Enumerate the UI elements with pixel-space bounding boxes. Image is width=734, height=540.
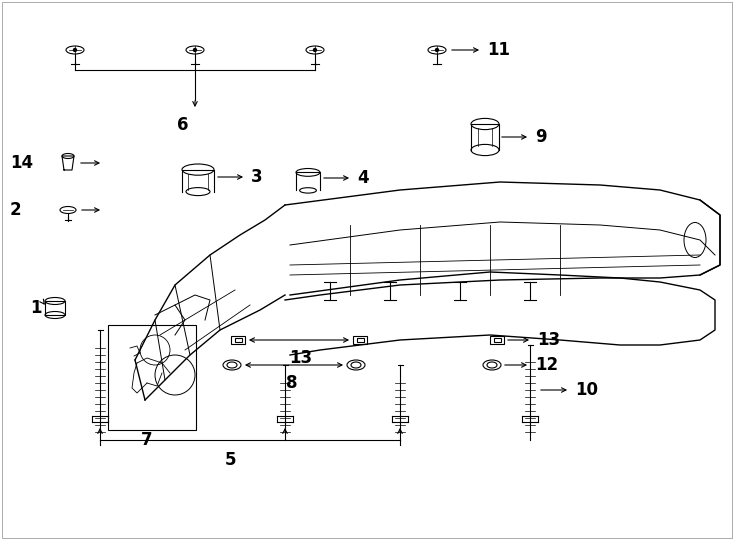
Text: 12: 12 xyxy=(535,356,558,374)
Circle shape xyxy=(73,49,76,51)
Text: 4: 4 xyxy=(357,169,368,187)
Text: 5: 5 xyxy=(225,451,236,469)
Text: 11: 11 xyxy=(487,41,510,59)
Bar xyxy=(234,338,241,342)
Text: 14: 14 xyxy=(10,154,33,172)
Bar xyxy=(231,336,245,344)
Text: 8: 8 xyxy=(286,374,297,392)
Text: 13: 13 xyxy=(289,349,312,367)
Bar xyxy=(357,338,363,342)
Bar xyxy=(108,325,196,430)
Text: 3: 3 xyxy=(251,168,263,186)
Bar xyxy=(490,336,504,344)
Text: 2: 2 xyxy=(10,201,21,219)
Bar xyxy=(493,338,501,342)
Circle shape xyxy=(435,49,438,51)
Bar xyxy=(45,301,65,315)
Text: 10: 10 xyxy=(575,381,598,399)
Bar xyxy=(353,336,367,344)
Text: 1: 1 xyxy=(30,299,42,317)
Text: 6: 6 xyxy=(177,116,189,134)
Text: 9: 9 xyxy=(535,128,547,146)
Text: 7: 7 xyxy=(141,431,153,449)
Circle shape xyxy=(194,49,197,51)
Circle shape xyxy=(313,49,316,51)
Text: 13: 13 xyxy=(537,331,560,349)
